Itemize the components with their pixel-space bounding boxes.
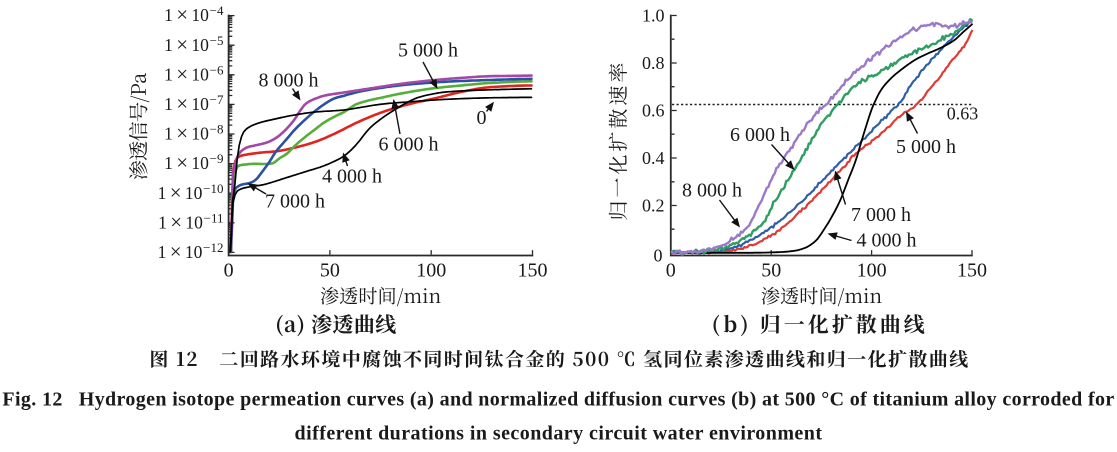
svg-text:100: 100	[857, 260, 887, 282]
svg-text:4 000 h: 4 000 h	[857, 230, 917, 252]
svg-text:0: 0	[477, 107, 487, 129]
svg-text:0: 0	[224, 260, 234, 282]
svg-text:0.6: 0.6	[642, 101, 665, 121]
svg-text:8 000 h: 8 000 h	[682, 180, 742, 202]
svg-text:50: 50	[761, 260, 781, 282]
svg-text:different durations in seconda: different durations in secondary circuit…	[295, 423, 823, 445]
svg-text:0.8: 0.8	[642, 53, 665, 73]
svg-text:6 000 h: 6 000 h	[379, 134, 439, 156]
svg-text:0.63: 0.63	[947, 104, 979, 124]
svg-text:5 000 h: 5 000 h	[896, 136, 956, 158]
svg-text:4 000 h: 4 000 h	[322, 166, 382, 188]
svg-text:100: 100	[416, 260, 446, 282]
svg-text:0: 0	[666, 260, 676, 282]
svg-text:Fig. 12 Hydrogen isotope per: Fig. 12 Hydrogen isotope permeation curv…	[2, 389, 1114, 411]
svg-text:5 000 h: 5 000 h	[398, 40, 458, 62]
svg-text:8 000 h: 8 000 h	[259, 70, 319, 92]
svg-text:150: 150	[957, 260, 987, 282]
svg-text:150: 150	[518, 260, 548, 282]
svg-text:0: 0	[654, 246, 663, 266]
svg-text:50: 50	[320, 260, 340, 282]
svg-text:0.2: 0.2	[642, 196, 665, 216]
svg-text:0.4: 0.4	[642, 148, 665, 168]
svg-text:1.0: 1.0	[642, 6, 665, 26]
svg-text:7 000 h: 7 000 h	[265, 191, 325, 213]
svg-text:6 000 h: 6 000 h	[730, 124, 790, 146]
svg-text:7 000 h: 7 000 h	[851, 204, 911, 226]
